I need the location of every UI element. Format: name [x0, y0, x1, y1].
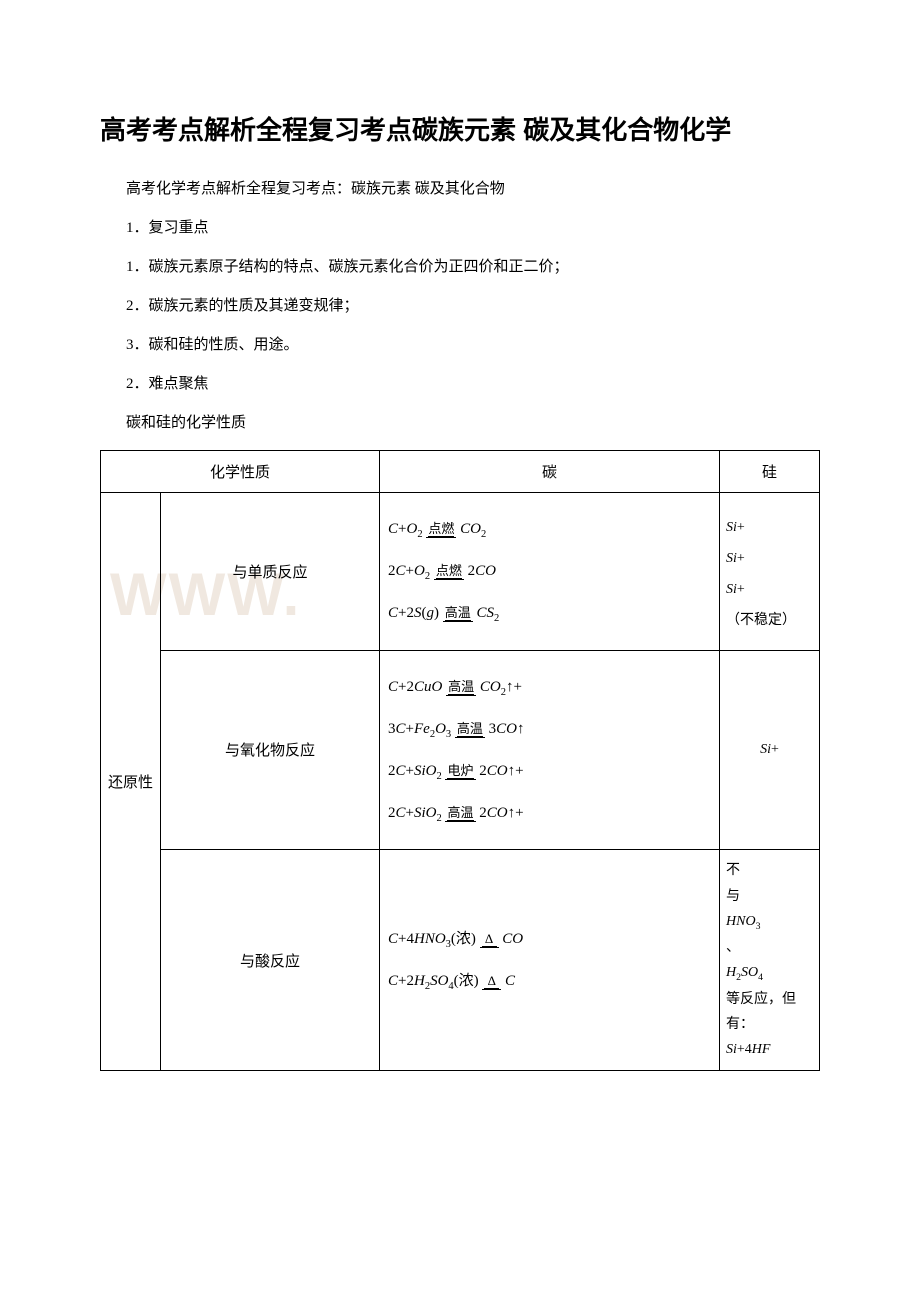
formula-line: C+O2 点燃 CO2	[388, 511, 711, 547]
table-row: 还原性 与单质反应 C+O2 点燃 CO2 2C+O2 点燃 2CO C+2S(…	[101, 493, 820, 651]
row-label-reducibility: 还原性	[101, 493, 161, 1071]
si-r3: 不与 HNO3、 H2SO4 等反应，但有： Si+4HF	[720, 850, 820, 1071]
reaction-type-2: 与氧化物反应	[161, 650, 380, 850]
si-r2: Si+	[720, 650, 820, 850]
carbon-r2: C+2CuO 高温 CO2↑+ 3C+Fe2O3 高温 3CO↑ 2C+SiO2…	[380, 650, 720, 850]
formula-line: C+2H2SO4(浓) Δ C	[388, 963, 711, 999]
formula-line: 2C+O2 点燃 2CO	[388, 553, 711, 589]
point-3: 3．碳和硅的性质、用途。	[126, 333, 820, 354]
table-row: 与酸反应 C+4HNO3(浓) Δ CO C+2H2SO4(浓) Δ C 不与 …	[101, 850, 820, 1071]
header-chemprop: 化学性质	[101, 451, 380, 493]
header-carbon: 碳	[380, 451, 720, 493]
formula-line: 2C+SiO2 高温 2CO↑+	[388, 795, 711, 831]
formula-line: C+4HNO3(浓) Δ CO	[388, 921, 711, 957]
carbon-r1: C+O2 点燃 CO2 2C+O2 点燃 2CO C+2S(g) 高温 CS2	[380, 493, 720, 651]
section1-header: 1．复习重点	[126, 216, 820, 237]
formula-line: 3C+Fe2O3 高温 3CO↑	[388, 711, 711, 747]
reducibility-text: 还原性	[108, 775, 153, 791]
subtitle: 高考化学考点解析全程复习考点：碳族元素 碳及其化合物	[126, 177, 820, 198]
page-title: 高考考点解析全程复习考点碳族元素 碳及其化合物化学	[100, 110, 820, 147]
formula-line: C+2S(g) 高温 CS2	[388, 595, 711, 631]
reaction-type-1: 与单质反应	[161, 493, 380, 651]
section2-header: 2．难点聚焦	[126, 372, 820, 393]
reaction-type-3: 与酸反应	[161, 850, 380, 1071]
si-r1-note: （不稳定）	[726, 613, 796, 628]
table-row: 与氧化物反应 C+2CuO 高温 CO2↑+ 3C+Fe2O3 高温 3CO↑ …	[101, 650, 820, 850]
header-silicon: 硅	[720, 451, 820, 493]
formula-line: C+2CuO 高温 CO2↑+	[388, 669, 711, 705]
point-2: 2．碳族元素的性质及其递变规律；	[126, 294, 820, 315]
si-r1: Si+ Si+ Si+ （不稳定）	[720, 493, 820, 651]
point-1: 1．碳族元素原子结构的特点、碳族元素化合价为正四价和正二价；	[126, 255, 820, 276]
carbon-r3: C+4HNO3(浓) Δ CO C+2H2SO4(浓) Δ C	[380, 850, 720, 1071]
table-header-row: 化学性质 碳 硅	[101, 451, 820, 493]
formula-line: 2C+SiO2 电炉 2CO↑+	[388, 753, 711, 789]
chemistry-table: 化学性质 碳 硅 还原性 与单质反应 C+O2 点燃 CO2 2C+O2 点燃 …	[100, 450, 820, 1071]
section2-sub: 碳和硅的化学性质	[126, 411, 820, 432]
